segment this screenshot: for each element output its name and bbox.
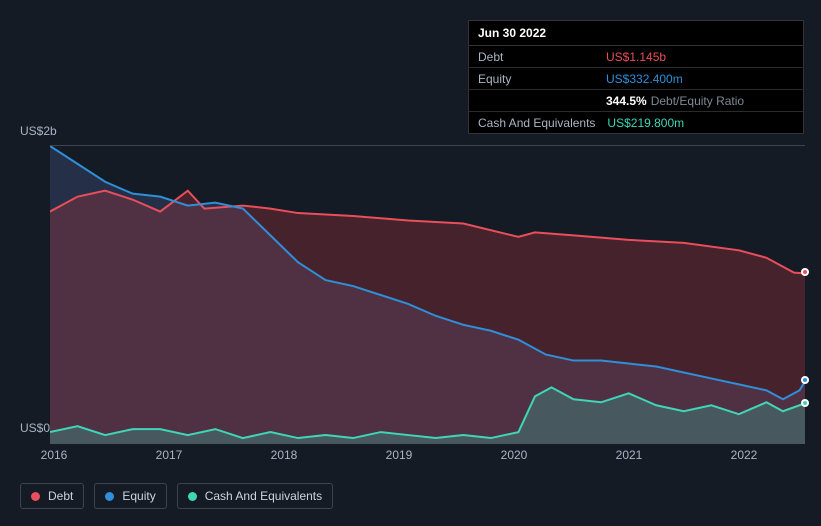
- x-axis-label: 2021: [616, 448, 643, 462]
- tooltip-date: Jun 30 2022: [469, 21, 803, 46]
- legend-label: Debt: [48, 489, 73, 503]
- x-axis-label: 2017: [156, 448, 183, 462]
- x-axis-label: 2016: [41, 448, 68, 462]
- x-axis-label: 2019: [386, 448, 413, 462]
- tooltip-value: US$219.800m: [607, 117, 684, 129]
- y-axis-label: US$0: [20, 421, 50, 435]
- tooltip-value: 344.5%Debt/Equity Ratio: [606, 95, 744, 107]
- legend-swatch: [31, 492, 40, 501]
- legend-item-equity[interactable]: Equity: [94, 483, 166, 509]
- cash-marker: [801, 399, 809, 407]
- tooltip-label: Equity: [478, 73, 594, 85]
- tooltip-row: Equity US$332.400m: [469, 68, 803, 90]
- debt-area: [50, 191, 805, 444]
- legend-label: Equity: [122, 489, 155, 503]
- x-axis-label: 2022: [731, 448, 758, 462]
- equity-marker: [801, 376, 809, 384]
- x-axis-label: 2018: [271, 448, 298, 462]
- debt-marker: [801, 268, 809, 276]
- y-axis-label: US$2b: [20, 124, 57, 138]
- legend-swatch: [188, 492, 197, 501]
- legend-swatch: [105, 492, 114, 501]
- chart-legend: Debt Equity Cash And Equivalents: [20, 483, 333, 509]
- tooltip-row: Debt US$1.145b: [469, 46, 803, 68]
- tooltip-label: Cash And Equivalents: [478, 117, 595, 129]
- legend-item-debt[interactable]: Debt: [20, 483, 84, 509]
- x-axis-label: 2020: [501, 448, 528, 462]
- tooltip-label: [478, 95, 594, 107]
- tooltip-row: Cash And Equivalents US$219.800m: [469, 112, 803, 133]
- tooltip-row: 344.5%Debt/Equity Ratio: [469, 90, 803, 112]
- chart-tooltip: Jun 30 2022 Debt US$1.145b Equity US$332.40…: [468, 20, 804, 134]
- legend-label: Cash And Equivalents: [205, 489, 322, 503]
- legend-item-cash-and-equivalents[interactable]: Cash And Equivalents: [177, 483, 333, 509]
- tooltip-label: Debt: [478, 51, 594, 63]
- tooltip-value: US$332.400m: [606, 73, 683, 85]
- tooltip-value: US$1.145b: [606, 51, 666, 63]
- chart-plot-area: [50, 145, 805, 443]
